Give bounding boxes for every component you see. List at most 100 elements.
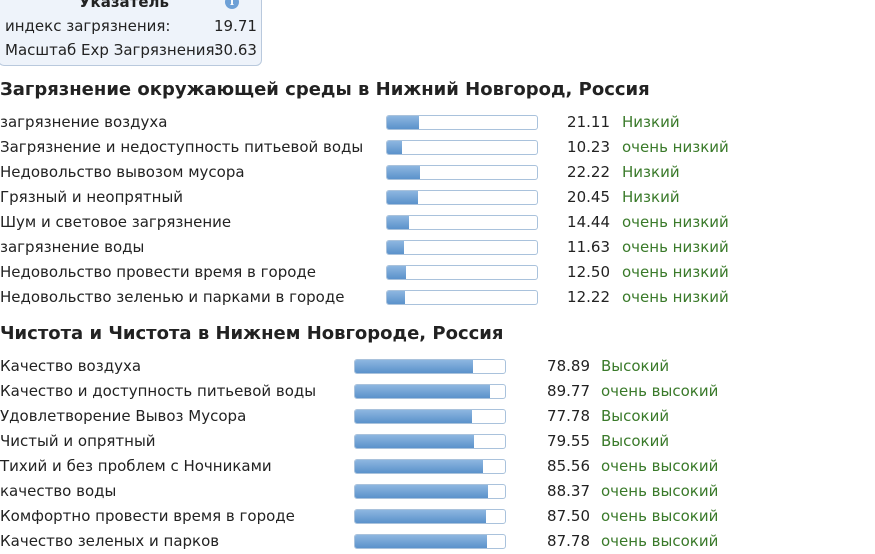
- row-label: Загрязнение и недоступность питьевой вод…: [0, 138, 364, 156]
- progress-bar: [386, 290, 538, 305]
- row-label: Тихий и без проблем с Ночниками: [0, 457, 272, 475]
- row-value: 87.50: [547, 507, 590, 525]
- row-label: Грязный и неопрятный: [0, 188, 184, 206]
- table-row: загрязнение воздуха 21.11 Низкий: [0, 113, 875, 135]
- row-label: загрязнение воды: [0, 238, 145, 256]
- progress-bar: [354, 434, 506, 449]
- table-row: Чистый и опрятный 79.55 Высокий: [0, 432, 875, 454]
- index-box: Указатель i индекс загрязнения: 19.71 Ма…: [0, 0, 262, 66]
- row-level: Низкий: [622, 188, 680, 206]
- row-label: Качество и доступность питьевой воды: [0, 382, 317, 400]
- progress-bar: [386, 140, 538, 155]
- row-level: очень низкий: [622, 138, 729, 156]
- table-row: Качество и доступность питьевой воды 89.7…: [0, 382, 875, 404]
- row-level: Высокий: [601, 357, 670, 375]
- progress-fill: [355, 535, 487, 548]
- row-value: 79.55: [547, 432, 590, 450]
- table-row: Удовлетворение Вывоз Мусора 77.78 Высокий: [0, 407, 875, 429]
- row-label: Чистый и опрятный: [0, 432, 156, 450]
- row-value: 87.78: [547, 532, 590, 550]
- progress-fill: [355, 360, 474, 373]
- table-row: Загрязнение и недоступность питьевой вод…: [0, 138, 875, 160]
- progress-bar: [354, 384, 506, 399]
- index-row-pollution: индекс загрязнения: 19.71: [5, 17, 257, 35]
- row-level: Высокий: [601, 407, 670, 425]
- progress-bar: [354, 509, 506, 524]
- row-label: Шум и световое загрязнение: [0, 213, 232, 231]
- progress-bar: [386, 190, 538, 205]
- row-level: Низкий: [622, 163, 680, 181]
- table-row: Недовольство вывозом мусора 22.22 Низкий: [0, 163, 875, 185]
- row-level: Низкий: [622, 113, 680, 131]
- table-row: Качество зеленых и парков 87.78 очень высо…: [0, 532, 875, 554]
- progress-bar: [354, 459, 506, 474]
- table-row: Недовольство провести время в городе 12.5…: [0, 263, 875, 285]
- index-label: Масштаб Exp Загрязнения:: [5, 41, 220, 59]
- row-label: Недовольство вывозом мусора: [0, 163, 245, 181]
- progress-fill: [355, 410, 472, 423]
- purity-section-title: Чистота и Чистота в Нижнем Новгороде, Ро…: [0, 323, 504, 344]
- index-value: 30.63: [214, 41, 257, 59]
- row-value: 14.44: [567, 213, 610, 231]
- progress-fill: [387, 191, 418, 204]
- row-label: Недовольство провести время в городе: [0, 263, 317, 281]
- progress-bar: [354, 409, 506, 424]
- row-level: очень низкий: [622, 263, 729, 281]
- row-label: Комфортно провести время в городе: [0, 507, 295, 525]
- table-row: Тихий и без проблем с Ночниками 85.56 очен…: [0, 457, 875, 479]
- index-box-title: Указатель: [78, 0, 170, 11]
- row-level: очень высокий: [601, 482, 719, 500]
- index-row-exp: Масштаб Exp Загрязнения: 30.63: [5, 41, 257, 59]
- progress-fill: [387, 141, 403, 154]
- table-row: Комфортно провести время в городе 87.50 оч…: [0, 507, 875, 529]
- row-value: 12.50: [567, 263, 610, 281]
- progress-fill: [355, 510, 487, 523]
- row-label: качество воды: [0, 482, 117, 500]
- progress-fill: [355, 460, 484, 473]
- progress-fill: [387, 216, 409, 229]
- row-value: 88.37: [547, 482, 590, 500]
- row-label: Удовлетворение Вывоз Мусора: [0, 407, 247, 425]
- progress-bar: [386, 115, 538, 130]
- row-value: 89.77: [547, 382, 590, 400]
- progress-fill: [355, 385, 490, 398]
- row-value: 12.22: [567, 288, 610, 306]
- row-value: 10.23: [567, 138, 610, 156]
- table-row: качество воды 88.37 очень высокий: [0, 482, 875, 504]
- pollution-section-title: Загрязнение окружающей среды в Нижний Но…: [0, 79, 650, 100]
- index-value: 19.71: [214, 17, 257, 35]
- table-row: загрязнение воды 11.63 очень низкий: [0, 238, 875, 260]
- table-row: Грязный и неопрятный 20.45 Низкий: [0, 188, 875, 210]
- index-label: индекс загрязнения:: [5, 17, 171, 35]
- info-icon[interactable]: i: [225, 0, 239, 9]
- row-label: Качество воздуха: [0, 357, 142, 375]
- row-level: Высокий: [601, 432, 670, 450]
- row-label: загрязнение воздуха: [0, 113, 168, 131]
- progress-fill: [387, 291, 406, 304]
- row-value: 77.78: [547, 407, 590, 425]
- table-row: Шум и световое загрязнение 14.44 очень низ…: [0, 213, 875, 235]
- progress-fill: [387, 166, 421, 179]
- row-value: 20.45: [567, 188, 610, 206]
- progress-fill: [387, 266, 406, 279]
- row-level: очень низкий: [622, 238, 729, 256]
- progress-bar: [386, 215, 538, 230]
- progress-fill: [355, 485, 488, 498]
- row-value: 21.11: [567, 113, 610, 131]
- progress-bar: [386, 265, 538, 280]
- progress-bar: [354, 484, 506, 499]
- row-label: Качество зеленых и парков: [0, 532, 220, 550]
- row-level: очень высокий: [601, 532, 719, 550]
- row-level: очень высокий: [601, 382, 719, 400]
- progress-bar: [386, 165, 538, 180]
- row-level: очень высокий: [601, 457, 719, 475]
- progress-fill: [387, 241, 405, 254]
- progress-fill: [387, 116, 419, 129]
- row-value: 22.22: [567, 163, 610, 181]
- progress-bar: [386, 240, 538, 255]
- row-value: 78.89: [547, 357, 590, 375]
- row-level: очень низкий: [622, 288, 729, 306]
- progress-bar: [354, 534, 506, 549]
- row-level: очень высокий: [601, 507, 719, 525]
- row-level: очень низкий: [622, 213, 729, 231]
